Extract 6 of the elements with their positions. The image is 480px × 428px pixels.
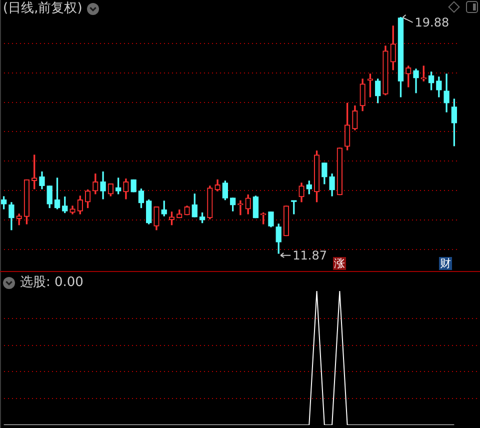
annotation: 19.88 [414, 16, 450, 30]
annotation: 财 [439, 257, 452, 270]
annotation: 涨 [333, 257, 346, 270]
chart-title: 选股: 0.00 [20, 275, 84, 290]
chart-title: (日线,前复权) [3, 1, 82, 16]
annotation: 11.87 [292, 248, 327, 263]
